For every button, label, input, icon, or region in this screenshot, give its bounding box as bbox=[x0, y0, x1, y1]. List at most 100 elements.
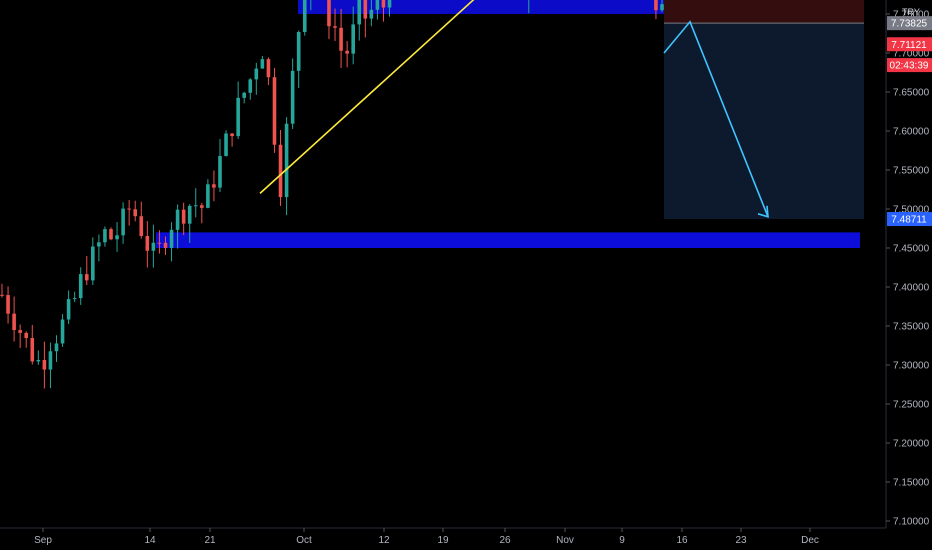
candle-body bbox=[0, 294, 4, 296]
candle-body bbox=[375, 0, 380, 10]
stop-loss-zone[interactable] bbox=[664, 0, 864, 24]
candle-body bbox=[145, 236, 150, 251]
candle-body bbox=[193, 205, 198, 207]
take-profit-zone[interactable] bbox=[664, 23, 864, 220]
time-tick-label: 23 bbox=[735, 535, 747, 546]
candle-body bbox=[654, 0, 658, 11]
price-tick-label: 7.40000 bbox=[893, 283, 930, 294]
price-tick-label: 7.25000 bbox=[893, 400, 930, 411]
support-zone-lower[interactable] bbox=[156, 232, 860, 248]
candle-body bbox=[381, 0, 386, 8]
candle-body bbox=[169, 229, 174, 248]
candle-body bbox=[115, 235, 119, 240]
candle-body bbox=[290, 70, 295, 124]
price-axis-ticks: 7.10000 7.15000 7.20000 7.25000 7.30000 7.350… bbox=[886, 10, 930, 528]
time-tick-label: Dec bbox=[801, 535, 819, 546]
candle-body bbox=[278, 144, 283, 198]
time-axis-ticks: Sep 14 21 Oct 12 19 26 Nov 9 16 23 Dec bbox=[34, 528, 819, 546]
price-tick-label: 7.30000 bbox=[893, 361, 930, 372]
candle-body bbox=[60, 319, 65, 344]
candles-layer bbox=[0, 0, 664, 389]
price-badge bbox=[887, 58, 932, 73]
candle-body bbox=[363, 0, 368, 19]
candle-body bbox=[212, 184, 216, 188]
trendline[interactable] bbox=[259, 0, 776, 194]
price-tick-label: 7.70000 bbox=[893, 49, 930, 60]
candle-body bbox=[175, 209, 180, 230]
candle-body bbox=[127, 208, 131, 210]
price-tick-label: 7.20000 bbox=[893, 439, 930, 450]
candle-body bbox=[284, 123, 289, 198]
time-tick-label: Sep bbox=[34, 535, 52, 546]
candle-body bbox=[333, 26, 337, 28]
candle-body bbox=[54, 343, 59, 352]
candle-body bbox=[302, 0, 307, 33]
time-tick-label: Oct bbox=[296, 535, 312, 546]
price-tick-label: 7.10000 bbox=[893, 517, 930, 528]
candle-body bbox=[36, 359, 41, 362]
candle-body bbox=[97, 242, 101, 247]
candle-body bbox=[339, 27, 343, 51]
candle-body bbox=[30, 338, 35, 362]
candle-body bbox=[91, 246, 95, 281]
candle-body bbox=[78, 274, 83, 299]
candle-body bbox=[151, 242, 156, 251]
candle-body bbox=[242, 92, 247, 98]
candle-body bbox=[109, 229, 113, 240]
price-badge-label: 7.71121 bbox=[891, 40, 927, 51]
price-badge-label: 7.73825 bbox=[891, 19, 928, 30]
price-badge bbox=[887, 37, 932, 52]
price-badge-label: 7.48711 bbox=[891, 215, 927, 226]
candle-body bbox=[357, 0, 362, 25]
candle-body bbox=[296, 32, 301, 71]
price-tick-label: 7.15000 bbox=[893, 478, 930, 489]
candle-body bbox=[103, 229, 107, 243]
candle-body bbox=[345, 50, 349, 54]
time-tick-label: 21 bbox=[204, 535, 216, 546]
price-axis-panel[interactable] bbox=[886, 0, 932, 550]
candle-body bbox=[139, 216, 144, 237]
time-tick-label: 19 bbox=[437, 535, 449, 546]
time-tick-label: 14 bbox=[144, 535, 156, 546]
candle-body bbox=[42, 359, 47, 370]
candle-body bbox=[6, 295, 10, 314]
candle-body bbox=[181, 209, 186, 224]
time-tick-label: 16 bbox=[676, 535, 688, 546]
time-tick-label: 12 bbox=[378, 535, 390, 546]
candle-body bbox=[24, 332, 29, 339]
zones-layer bbox=[156, 0, 864, 248]
candle-body bbox=[236, 97, 240, 137]
candle-body bbox=[66, 299, 71, 320]
drawings-layer[interactable] bbox=[259, 0, 776, 218]
price-tick-label: 7.35000 bbox=[893, 322, 930, 333]
candle-body bbox=[84, 274, 89, 281]
candle-body bbox=[351, 24, 355, 54]
currency-unit-label: TRY bbox=[902, 7, 920, 17]
price-tick-label: 7.65000 bbox=[893, 88, 930, 99]
candle-body bbox=[272, 77, 277, 145]
candle-body bbox=[660, 4, 664, 11]
price-badge-label: 02:43:39 bbox=[890, 61, 929, 72]
price-badge bbox=[887, 212, 932, 227]
candle-body bbox=[121, 208, 125, 236]
candle-body bbox=[187, 205, 192, 224]
candle-body bbox=[133, 209, 138, 217]
candle-body bbox=[224, 133, 228, 156]
candle-body bbox=[157, 242, 162, 244]
candle-body bbox=[163, 242, 168, 248]
price-badge bbox=[887, 16, 932, 31]
candle-body bbox=[12, 313, 16, 331]
projection-arrow[interactable] bbox=[663, 20, 769, 218]
price-tick-label: 7.55000 bbox=[893, 166, 930, 177]
candle-body bbox=[266, 59, 271, 78]
candle-body bbox=[72, 298, 77, 300]
candle-body bbox=[200, 205, 204, 208]
candle-body bbox=[369, 9, 374, 19]
price-tick-label: 7.75000 bbox=[893, 10, 930, 21]
candle-body bbox=[260, 59, 265, 69]
candle-body bbox=[48, 351, 53, 370]
price-tick-label: 7.60000 bbox=[893, 127, 930, 138]
candle-body bbox=[218, 155, 222, 188]
